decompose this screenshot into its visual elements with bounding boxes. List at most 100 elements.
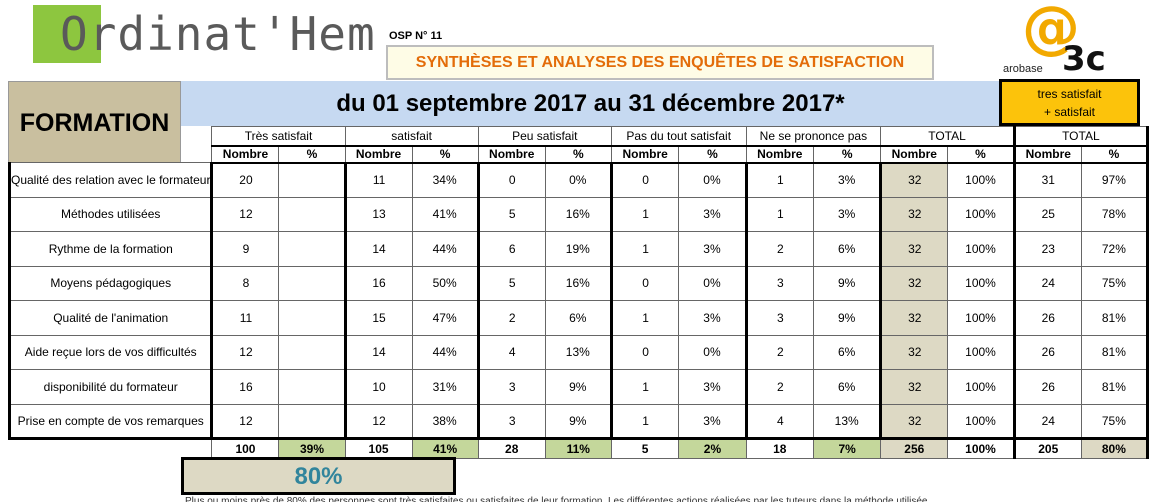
count-cell: 5 bbox=[476, 196, 546, 232]
criterion-label: disponibilité du formateur bbox=[7, 369, 214, 405]
total-pct-cell: 100% bbox=[947, 437, 1015, 459]
count-cell: 3 bbox=[476, 403, 546, 439]
pct-cell: 0% bbox=[678, 265, 747, 301]
col-pct: % bbox=[813, 145, 882, 164]
count-cell: 23 bbox=[1012, 231, 1082, 267]
pct-cell bbox=[278, 231, 346, 267]
total-pct-cell: 39% bbox=[278, 437, 346, 459]
pct-cell: 0% bbox=[678, 162, 747, 198]
count-cell: 4 bbox=[744, 403, 815, 439]
pct-cell: 72% bbox=[1080, 231, 1149, 267]
pct-cell: 100% bbox=[947, 369, 1015, 405]
count-cell: 32 bbox=[879, 334, 949, 370]
brand-number: 3c bbox=[1062, 39, 1106, 79]
count-cell: 11 bbox=[211, 300, 280, 336]
count-cell: 15 bbox=[343, 300, 413, 336]
count-cell: 32 bbox=[879, 265, 949, 301]
page-title: SYNTHÈSES ET ANALYSES DES ENQUÊTES DE SA… bbox=[386, 45, 934, 80]
tres-line-2: + satisfait bbox=[1043, 105, 1096, 119]
count-cell: 5 bbox=[476, 265, 546, 301]
total-count-cell: 205 bbox=[1012, 437, 1082, 459]
col-pct: % bbox=[278, 145, 346, 164]
count-cell: 16 bbox=[211, 369, 280, 405]
count-cell: 13 bbox=[343, 196, 413, 232]
pct-cell: 97% bbox=[1080, 162, 1149, 198]
pct-cell: 19% bbox=[544, 231, 612, 267]
pct-cell: 3% bbox=[678, 403, 747, 439]
count-cell: 32 bbox=[879, 231, 949, 267]
pct-cell: 16% bbox=[544, 196, 612, 232]
pct-cell bbox=[278, 265, 346, 301]
pct-cell: 81% bbox=[1080, 334, 1149, 370]
count-cell: 1 bbox=[609, 300, 680, 336]
table-row: disponibilité du formateur 16 10 31% 3 9% 1 3% 2… bbox=[7, 369, 1149, 405]
count-cell: 32 bbox=[879, 300, 949, 336]
pct-cell: 34% bbox=[411, 162, 479, 198]
pct-cell: 100% bbox=[947, 300, 1015, 336]
pct-cell bbox=[278, 300, 346, 336]
pct-cell: 44% bbox=[411, 334, 479, 370]
col-pct: % bbox=[947, 145, 1015, 164]
table-row: Méthodes utilisées 12 13 41% 5 16% 1 3% 1 3% 32 100… bbox=[7, 196, 1149, 232]
pct-cell: 100% bbox=[947, 231, 1015, 267]
pct-cell: 75% bbox=[1080, 265, 1149, 301]
sub-header-row: Nombre% Nombre% Nombre% Nombre% Nombre% … bbox=[10, 145, 1149, 164]
criterion-label: Moyens pédagogiques bbox=[7, 265, 214, 301]
count-cell: 14 bbox=[343, 334, 413, 370]
pct-cell bbox=[278, 162, 346, 198]
pct-cell: 31% bbox=[411, 369, 479, 405]
footnote: Plus ou moins près de 80% des personnes … bbox=[185, 496, 928, 502]
count-cell: 1 bbox=[609, 196, 680, 232]
logo-green-block bbox=[33, 5, 101, 63]
criterion-label: Aide reçue lors de vos difficultés bbox=[7, 334, 214, 370]
table-row: Qualité des relation avec le formateur 20… bbox=[7, 162, 1149, 198]
total-count-cell: 100 bbox=[211, 437, 280, 459]
formation-label: FORMATION bbox=[8, 81, 181, 163]
col-group-total: TOTAL bbox=[880, 126, 1015, 147]
count-cell: 2 bbox=[476, 300, 546, 336]
count-cell: 32 bbox=[879, 403, 949, 439]
col-pct: % bbox=[678, 145, 747, 164]
col-pct: % bbox=[411, 145, 479, 164]
criterion-label: Prise en compte de vos remarques bbox=[7, 403, 214, 440]
count-cell: 1 bbox=[609, 231, 680, 267]
count-cell: 12 bbox=[211, 196, 280, 232]
total-pct-cell: 80% bbox=[1080, 437, 1149, 459]
pct-cell: 3% bbox=[678, 231, 747, 267]
pct-cell: 81% bbox=[1080, 369, 1149, 405]
tres-satisfait-banner: tres satisfait + satisfait bbox=[999, 79, 1140, 126]
satisfaction-table: Très satisfait satisfait Peu satisfait P… bbox=[7, 126, 1149, 459]
total-count-cell: 105 bbox=[344, 437, 413, 459]
count-cell: 1 bbox=[609, 369, 680, 405]
col-nombre: Nombre bbox=[477, 145, 546, 164]
count-cell: 0 bbox=[609, 265, 680, 301]
table-row: Rythme de la formation 9 14 44% 6 19% 1 3% 2 6% 32… bbox=[7, 231, 1149, 267]
count-cell: 3 bbox=[476, 369, 546, 405]
pct-cell: 78% bbox=[1080, 196, 1149, 232]
total-count-cell: 256 bbox=[880, 437, 949, 459]
count-cell: 8 bbox=[211, 265, 280, 301]
pct-cell: 81% bbox=[1080, 300, 1149, 336]
pct-cell: 9% bbox=[813, 265, 882, 301]
total-pct-cell: 11% bbox=[544, 437, 612, 459]
col-pct: % bbox=[1080, 145, 1149, 164]
count-cell: 20 bbox=[211, 162, 280, 198]
total-pct-cell: 2% bbox=[678, 437, 747, 459]
col-group-pas-du-tout: Pas du tout satisfait bbox=[610, 126, 747, 147]
total-count-cell: 5 bbox=[610, 437, 680, 459]
brand-name: arobase bbox=[1003, 63, 1043, 75]
logo-text: Ordinat'Hem bbox=[60, 7, 376, 61]
count-cell: 6 bbox=[476, 231, 546, 267]
totals-row: 100 39% 105 41% 28 11% 5 2% 18 7% 256 100% 205 80% bbox=[10, 437, 1149, 459]
col-nombre: Nombre bbox=[211, 145, 280, 164]
pct-cell: 6% bbox=[813, 334, 882, 370]
count-cell: 31 bbox=[1012, 162, 1082, 198]
count-cell: 26 bbox=[1012, 369, 1082, 405]
count-cell: 3 bbox=[744, 265, 815, 301]
count-cell: 1 bbox=[744, 162, 815, 198]
pct-cell: 3% bbox=[678, 196, 747, 232]
pct-cell: 38% bbox=[411, 403, 479, 439]
count-cell: 26 bbox=[1012, 334, 1082, 370]
pct-cell: 0% bbox=[544, 162, 612, 198]
pct-cell: 13% bbox=[544, 334, 612, 370]
